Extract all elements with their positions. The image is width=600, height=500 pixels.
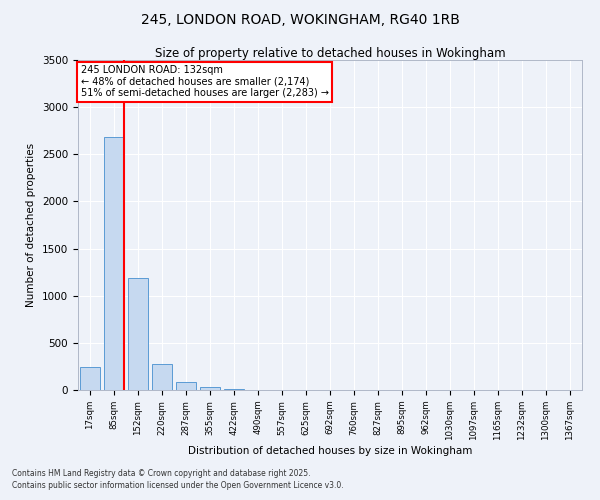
Bar — [152, 364, 172, 390]
Bar — [104, 138, 124, 390]
Text: 245 LONDON ROAD: 132sqm
← 48% of detached houses are smaller (2,174)
51% of semi: 245 LONDON ROAD: 132sqm ← 48% of detache… — [80, 65, 329, 98]
Text: Contains HM Land Registry data © Crown copyright and database right 2025.: Contains HM Land Registry data © Crown c… — [12, 468, 311, 477]
Text: Contains public sector information licensed under the Open Government Licence v3: Contains public sector information licen… — [12, 481, 344, 490]
Bar — [200, 387, 220, 390]
Y-axis label: Number of detached properties: Number of detached properties — [26, 143, 37, 307]
X-axis label: Distribution of detached houses by size in Wokingham: Distribution of detached houses by size … — [188, 446, 472, 456]
Bar — [176, 382, 196, 390]
Title: Size of property relative to detached houses in Wokingham: Size of property relative to detached ho… — [155, 47, 505, 60]
Bar — [128, 278, 148, 390]
Bar — [224, 389, 244, 390]
Bar — [80, 368, 100, 390]
Text: 245, LONDON ROAD, WOKINGHAM, RG40 1RB: 245, LONDON ROAD, WOKINGHAM, RG40 1RB — [140, 12, 460, 26]
